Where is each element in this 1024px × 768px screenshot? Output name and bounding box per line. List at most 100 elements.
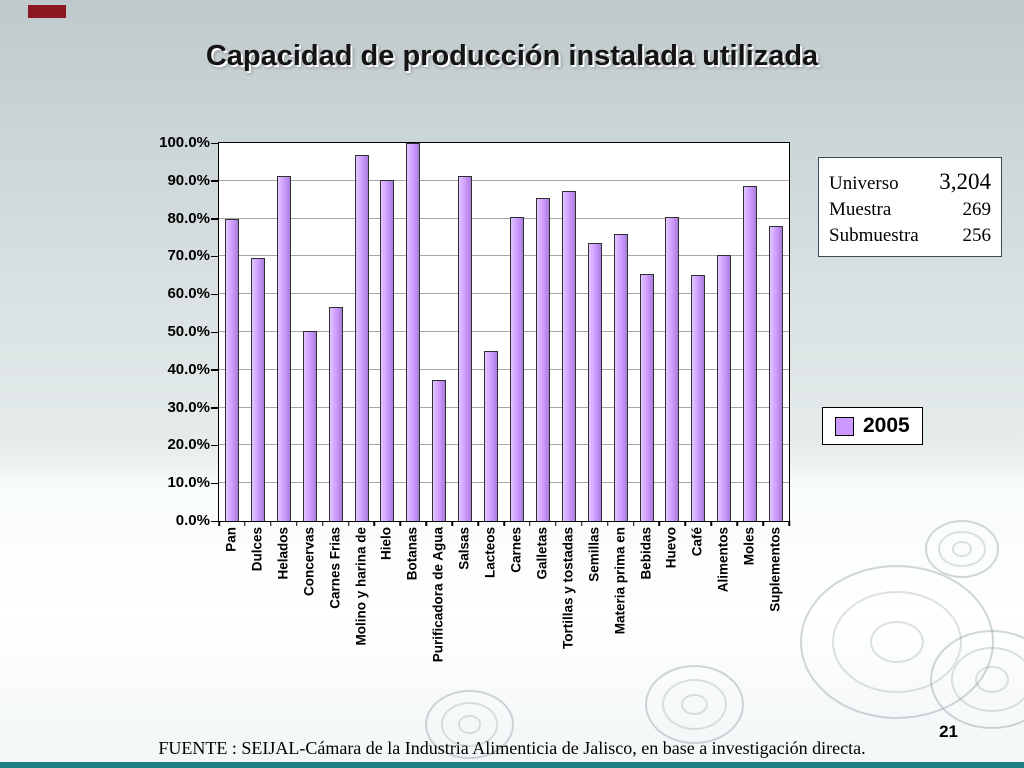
gridline [219, 179, 789, 181]
x-axis-tick [788, 521, 790, 526]
x-axis-category-label: Materia prima en [612, 527, 627, 737]
x-axis-tick [218, 521, 220, 526]
plot-area [211, 142, 790, 526]
bar [276, 175, 291, 521]
bar [665, 217, 680, 521]
x-axis-tick [477, 521, 479, 526]
y-axis-tick-label: 10.0% [167, 474, 210, 492]
y-axis-tick [211, 444, 219, 447]
bar [535, 198, 550, 521]
y-axis-tick [211, 218, 219, 220]
y-axis-tick-label: 30.0% [167, 398, 210, 416]
x-axis-category-label: Carnes [508, 527, 523, 737]
x-axis-category-label-text: Botanas [404, 527, 420, 581]
x-axis-category-label-text: Alimentos [715, 527, 731, 593]
y-axis-tick-label: 40.0% [167, 360, 210, 378]
bottom-strip-decoration [0, 762, 1024, 768]
x-axis-tick [529, 521, 531, 526]
x-axis-category-label: Concervas [301, 527, 316, 737]
bar [743, 186, 758, 521]
x-axis-category-label-text: Hielo [378, 527, 394, 561]
ripple-decoration [645, 665, 744, 744]
info-value-muestra: 269 [962, 199, 992, 221]
x-axis-tick [244, 521, 246, 526]
y-axis-tick [211, 331, 219, 333]
x-axis-tick [632, 521, 635, 526]
info-row-universo: Universo 3,204 [829, 166, 991, 197]
x-axis-tick [503, 521, 505, 526]
info-value-universo: 3,204 [939, 169, 991, 194]
x-axis-category-label-text: Tortillas y tostadas [560, 527, 576, 650]
x-axis-category-label: Salsas [457, 527, 472, 737]
y-axis-tick-label: 0.0% [175, 512, 210, 529]
x-axis-category-label: Helados [275, 527, 290, 737]
x-axis-tick [606, 521, 609, 526]
info-label-universo: Universo [829, 173, 899, 194]
x-axis-category-label-text: Semillas [586, 527, 602, 582]
x-axis-category-label-text: Huevo [663, 527, 679, 569]
info-label-submuestra: Submuestra [829, 224, 919, 246]
x-axis-category-label-text: Moles [741, 527, 757, 566]
x-axis-tick [658, 521, 661, 526]
x-axis-category-label: Semillas [586, 527, 601, 737]
x-axis-tick [373, 521, 376, 526]
gridline [219, 368, 789, 370]
x-axis-category-label: Dulces [249, 527, 264, 737]
x-axis-tick [684, 521, 687, 526]
corner-rect-decoration [28, 5, 66, 18]
bar [691, 274, 706, 521]
info-label-muestra: Muestra [829, 199, 892, 221]
bar [587, 243, 602, 521]
x-axis-tick [321, 521, 324, 526]
x-axis-category-label: Carnes Frias [327, 527, 342, 737]
x-axis-category-label: Alimentos [716, 527, 731, 737]
gridline [219, 444, 789, 446]
sample-info-box: Universo 3,204 Muestra 269 Submuestra 25… [818, 157, 1002, 258]
bar [458, 175, 473, 521]
x-axis-category-label-text: Helados [275, 527, 291, 580]
x-axis-tick [736, 521, 738, 526]
bar [613, 233, 628, 521]
x-axis-tick [425, 521, 428, 526]
x-axis-category-label-text: Salsas [456, 527, 472, 570]
bar [328, 307, 343, 521]
y-axis-tick [211, 520, 219, 522]
gridline [219, 482, 789, 484]
bar [717, 254, 732, 521]
x-axis-category-label-text: Molino y harina de [353, 527, 368, 646]
y-axis-tick-label: 70.0% [167, 247, 210, 265]
y-axis-labels: 0.0% 10.0% 20.0% 30.0% 40.0% 50.0% 60.0% 70.0% 8… [134, 134, 210, 529]
bar [432, 379, 447, 521]
x-axis-category-label-text: Dulces [249, 527, 265, 572]
bar [509, 217, 524, 521]
x-axis-category-label-text: Bebidas [638, 527, 653, 580]
info-row-submuestra: Submuestra 256 [829, 223, 991, 249]
source-footer: FUENTE : SEIJAL-Cámara de la Industria A… [158, 738, 866, 758]
bar [639, 273, 654, 521]
x-axis-tick [451, 521, 453, 526]
x-axis-category-label: Café [690, 527, 705, 737]
x-axis-category-label: Moles [742, 527, 757, 737]
bar [250, 257, 265, 521]
y-axis-tick-label: 80.0% [167, 209, 210, 227]
x-axis-tick [762, 521, 764, 526]
x-axis-category-label: Pan [223, 527, 238, 737]
x-axis-tick [710, 521, 713, 526]
x-axis-category-label: Suplementos [768, 527, 783, 737]
info-value-submuestra: 256 [962, 224, 992, 246]
y-axis-tick [211, 180, 219, 182]
x-axis-category-label-text: Purificadora de Agua [430, 527, 446, 663]
bar [224, 218, 239, 521]
ripple-decoration [425, 690, 514, 759]
gridline [219, 255, 789, 257]
y-axis-tick-label: 100.0% [159, 134, 210, 151]
x-axis-category-label: Purificadora de Agua [431, 527, 446, 737]
x-axis-labels: Pan Dulces Helados Concervas Carnes Frias Mol… [218, 523, 788, 738]
y-axis-tick [211, 407, 219, 409]
x-axis-category-label-text: Café [689, 527, 705, 557]
x-axis-tick [295, 521, 298, 526]
x-axis-category-label: Huevo [664, 527, 679, 737]
x-axis-category-label-text: Carnes Frias [327, 527, 343, 609]
bar [406, 143, 421, 521]
x-axis-category-label-text: Suplementos [767, 527, 783, 612]
